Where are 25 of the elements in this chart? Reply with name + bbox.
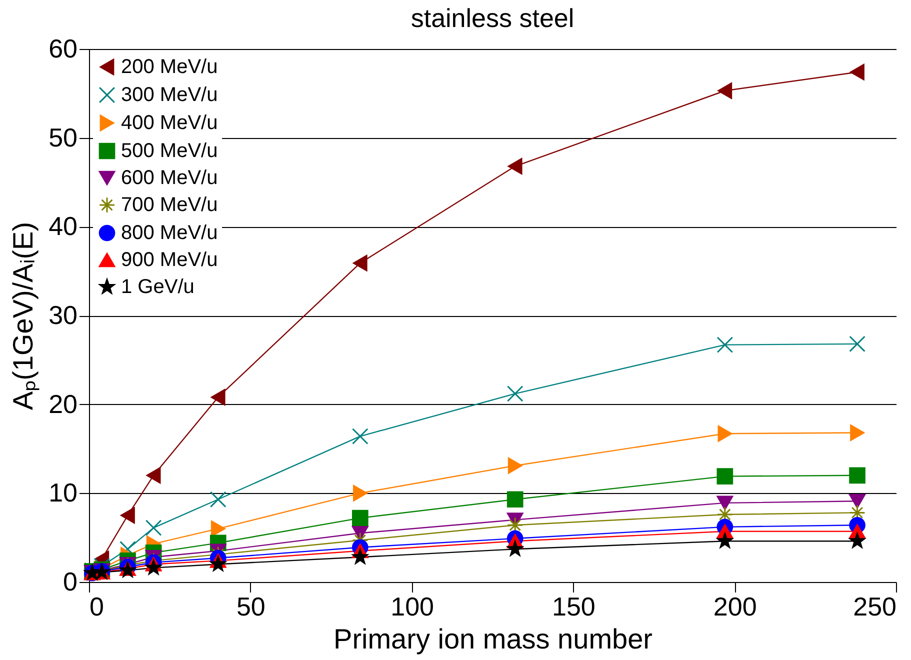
x-tick-label: 100 <box>390 592 434 622</box>
x-tick-label: 200 <box>713 592 757 622</box>
y-tick-label: 60 <box>48 34 78 64</box>
x-axis-title: Primary ion mass number <box>334 624 652 654</box>
y-tick-label: 0 <box>63 566 78 596</box>
legend-label: 900 MeV/u <box>121 249 218 271</box>
x-tick-label: 250 <box>853 592 896 622</box>
legend-label: 800 MeV/u <box>121 222 218 244</box>
y-tick-label: 40 <box>48 211 78 242</box>
x-tick-label: 150 <box>552 592 596 622</box>
legend-label: 200 MeV/u <box>121 56 218 78</box>
y-tick-label: 10 <box>48 478 78 508</box>
legend-label: 400 MeV/u <box>121 112 218 134</box>
x-tick-label: 50 <box>236 592 266 622</box>
y-tick-label: 20 <box>48 388 78 419</box>
y-axis-title: Aₚ(1GeV)/Aᵢ(E) <box>8 222 40 410</box>
legend-label: 600 MeV/u <box>121 167 218 189</box>
legend-label: 700 MeV/u <box>121 194 218 216</box>
legend-label: 1 GeV/u <box>121 276 194 298</box>
y-tick-label: 50 <box>48 122 78 152</box>
x-tick-label: 0 <box>90 592 104 622</box>
chart-title: stainless steel <box>410 3 574 33</box>
y-tick-label: 30 <box>48 300 78 330</box>
legend-label: 300 MeV/u <box>121 84 218 106</box>
legend-label: 500 MeV/u <box>121 140 218 162</box>
